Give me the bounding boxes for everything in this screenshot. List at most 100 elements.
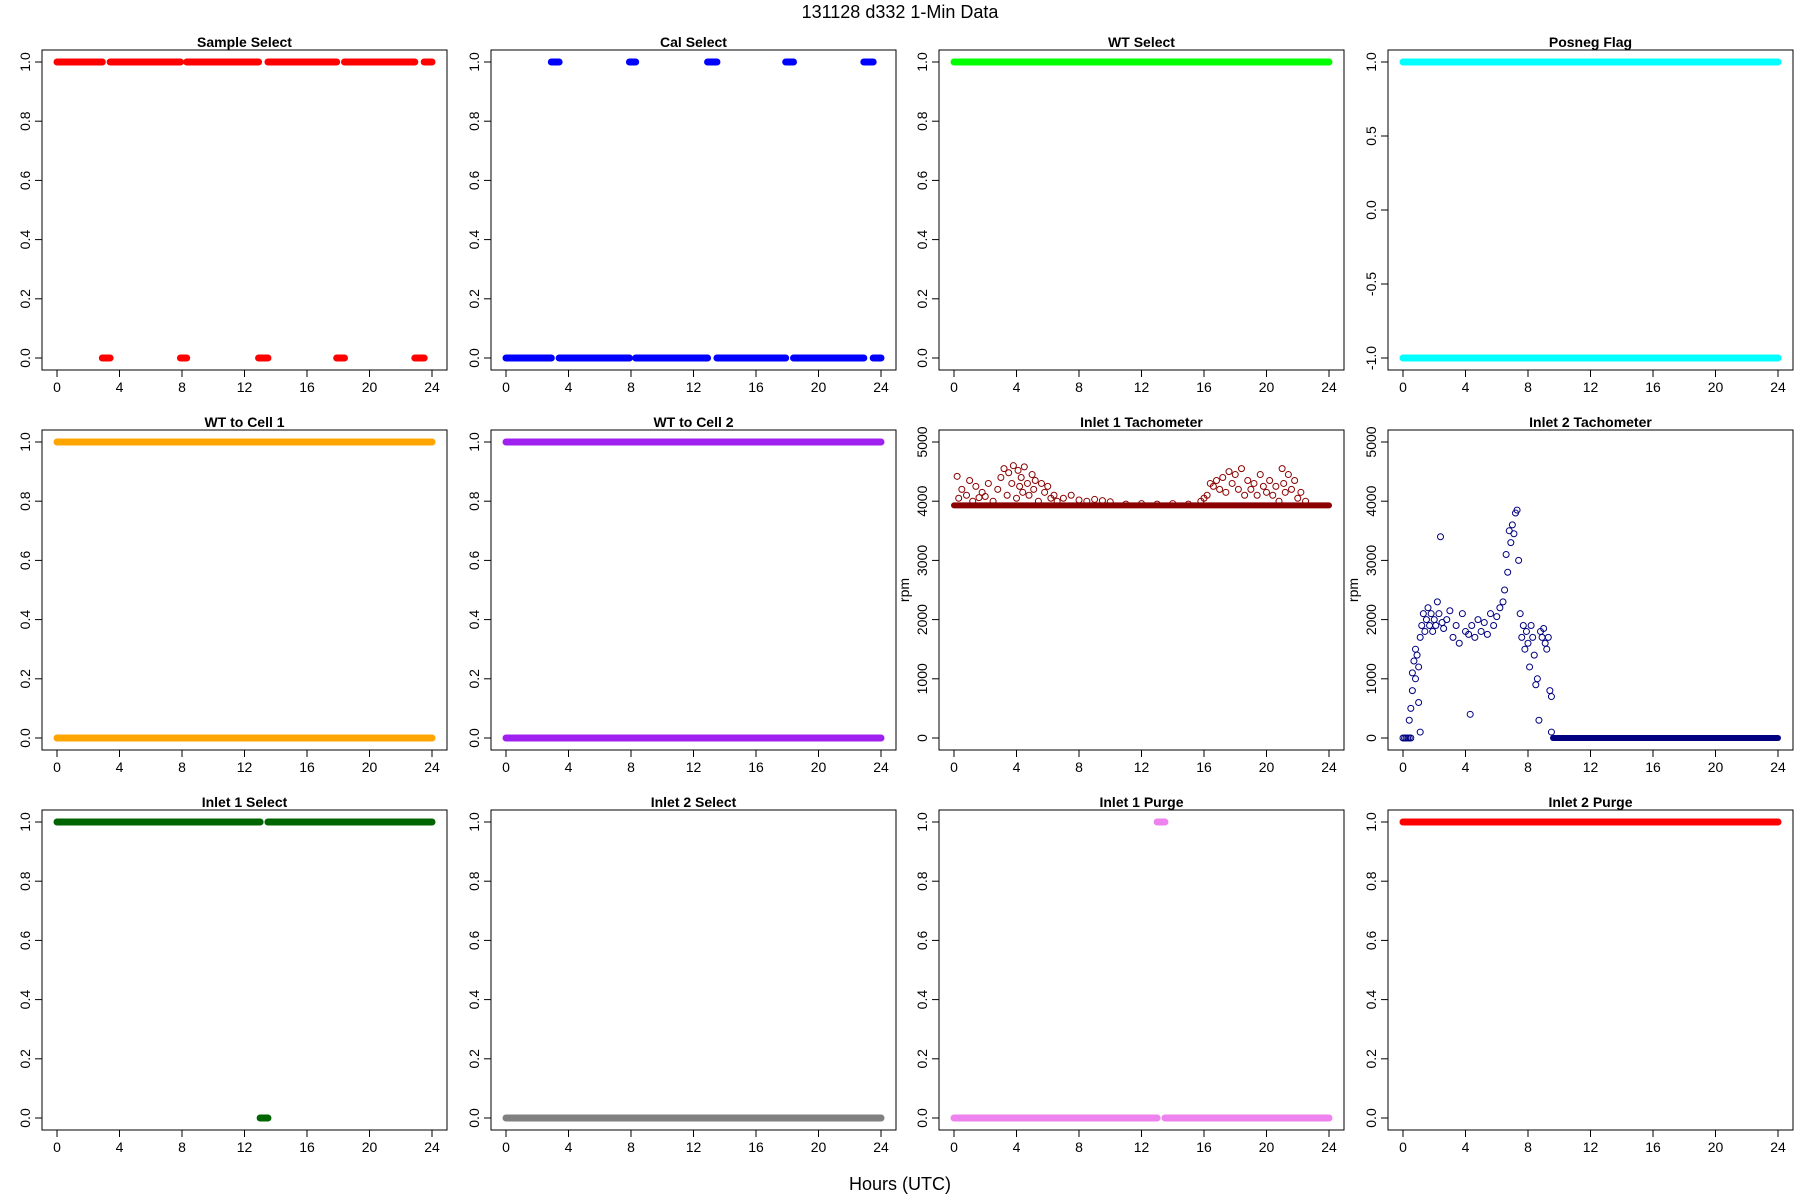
panel-inlet-2-purge-y-tick-label: 0.4 [1363,990,1379,1010]
panel-inlet-1-tachometer-data-point [1225,468,1233,476]
panel-cal-select-y-tick-label: 0.4 [466,230,482,250]
panel-inlet-2-tachometer-data-point [1532,681,1540,689]
panel-inlet-2-tachometer-data-point [1480,619,1488,627]
panel-inlet-1-select-y-tick-label: 0.8 [17,871,33,891]
panel-inlet-2-purge-title: Inlet 2 Purge [1548,794,1632,810]
panel-inlet-1-tachometer-data-point [972,482,980,490]
panel-inlet-2-tachometer-data-point [1474,616,1482,624]
panel-wt-to-cell-1-x-tick-label: 12 [237,759,253,775]
panel-sample-select-x-tick-label: 8 [178,379,186,395]
panel-inlet-1-tachometer-data-point [969,497,977,505]
panel-inlet-2-purge-x-tick-label: 4 [1462,1139,1470,1155]
panel-inlet-2-tachometer-data-point [1430,616,1438,624]
panel-inlet-2-select-y-tick-label: 1.0 [466,812,482,832]
panel-inlet-1-select: Inlet 1 Select 0 4 8 12 16 20 24 0.0 0.2 0.4 0.6 0.8… [17,794,448,1155]
panel-wt-select-y-tick-label: 0.0 [914,348,930,368]
panel-inlet-2-tachometer-x-tick-label: 8 [1524,759,1532,775]
panel-wt-select-frame [938,49,1345,371]
panel-inlet-2-tachometer-data-point [1419,610,1427,618]
panel-inlet-2-select-x-tick-label: 8 [627,1139,635,1155]
panel-cal-select-frame [490,49,897,371]
panel-inlet-1-tachometer-x-tick-label: 16 [1196,759,1212,775]
panel-inlet-1-tachometer-data-point [1222,488,1230,496]
panel-inlet-2-tachometer-data-point [1529,633,1537,641]
panel-posneg-flag-y-tick-label: 0.0 [1363,200,1379,220]
panel-wt-to-cell-2-y-tick-label: 0.2 [466,669,482,689]
panel-wt-select-x-tick-label: 24 [1321,379,1337,395]
panel-inlet-2-tachometer-data-point [1421,627,1429,635]
panel-inlet-1-tachometer-data-point [1247,485,1255,493]
x-axis-label: Hours (UTC) [849,1174,951,1194]
panel-inlet-1-tachometer-data-point [1169,500,1177,508]
panel-wt-select-x-tick-label: 0 [950,379,958,395]
panel-inlet-1-tachometer-x-tick-label: 20 [1259,759,1275,775]
panel-inlet-1-tachometer-data-point [1031,476,1039,484]
panel-inlet-1-tachometer-data-point [1231,471,1239,479]
panel-wt-select-y-tick-label: 1.0 [914,52,930,72]
panel-inlet-1-purge-x-tick-label: 12 [1134,1139,1150,1155]
panel-sample-select-y-tick-label: 0.8 [17,111,33,131]
panel-sample-select-y-tick-label: 0.6 [17,170,33,190]
panel-cal-select-y-tick-label: 0.6 [466,170,482,190]
panel-inlet-1-tachometer-data-point [1203,491,1211,499]
panel-inlet-2-tachometer-data-point [1410,657,1418,665]
panel-inlet-2-tachometer-data-point [1418,622,1426,630]
panel-inlet-1-tachometer-data-point [1241,491,1249,499]
panel-inlet-2-tachometer-data-point [1547,693,1555,701]
panel-inlet-2-tachometer-data-point [1524,639,1532,647]
panel-wt-to-cell-2-y-tick-label: 0.4 [466,610,482,630]
panel-inlet-2-select-x-tick-label: 12 [686,1139,702,1155]
panel-inlet-2-tachometer-data-point [1465,630,1473,638]
panel-inlet-2-purge-y-tick-label: 0.2 [1363,1049,1379,1069]
panel-cal-select-x-tick-label: 0 [502,379,510,395]
panel-inlet-2-tachometer-data-point [1519,622,1527,630]
panel-wt-to-cell-2-frame [490,429,897,751]
panel-inlet-1-tachometer-data-point [1098,497,1106,505]
panel-inlet-2-tachometer-data-point [1446,607,1454,615]
panel-wt-select-title: WT Select [1108,34,1175,50]
panel-sample-select-title: Sample Select [197,34,292,50]
panel-inlet-2-tachometer-data-point [1546,687,1554,695]
panel-inlet-2-tachometer-data-point [1429,627,1437,635]
panel-inlet-1-tachometer-data-point [1000,465,1008,473]
panel-cal-select-title: Cal Select [660,34,727,50]
panel-inlet-2-purge-x-tick-label: 8 [1524,1139,1532,1155]
panel-cal-select-x-tick-label: 20 [811,379,827,395]
panel-inlet-1-tachometer-data-point [1238,465,1245,473]
panel-inlet-2-tachometer-data-point [1424,604,1432,612]
panel-wt-to-cell-1-y-tick-label: 0.6 [17,550,33,570]
panel-inlet-1-tachometer-y-tick-label: 4000 [914,485,930,516]
panel-inlet-1-purge-x-tick-label: 4 [1013,1139,1021,1155]
panel-sample-select-x-tick-label: 4 [116,379,124,395]
panel-wt-to-cell-2: WT to Cell 2 0 4 8 12 16 20 24 0.0 0.2 0.4 0.6 0.8 1.… [466,414,897,775]
panel-inlet-1-tachometer-data-point [1030,485,1038,493]
panel-inlet-1-tachometer-x-tick-label: 8 [1075,759,1083,775]
figure-title: 131128 d332 1-Min Data [802,2,1000,22]
panel-inlet-2-tachometer-data-point [1496,604,1504,612]
panel-cal-select-x-tick-label: 4 [565,379,573,395]
panel-inlet-2-purge-y-tick-label: 0.0 [1363,1108,1379,1128]
panel-inlet-1-tachometer-data-point [1023,479,1031,487]
panel-inlet-1-select-y-tick-label: 0.2 [17,1049,33,1069]
panel-wt-to-cell-1-frame [41,429,448,751]
panel-sample-select-y-tick-label: 1.0 [17,52,33,72]
panel-inlet-1-tachometer-data-point [1050,491,1058,499]
panel-inlet-2-tachometer-data-point [1527,622,1535,630]
panel-inlet-1-select-x-tick-label: 8 [178,1139,186,1155]
panel-inlet-1-tachometer-data-point [1044,482,1052,490]
panel-inlet-2-tachometer-data-point [1477,627,1485,635]
panel-inlet-2-tachometer-data-point [1405,716,1413,724]
panel-inlet-2-tachometer-data-point [1483,630,1491,638]
panel-wt-to-cell-2-x-tick-label: 12 [686,759,702,775]
panel-inlet-1-tachometer-x-tick-label: 24 [1321,759,1337,775]
panel-inlet-1-tachometer-data-point [978,488,986,496]
panel-inlet-1-tachometer-data-point [1083,497,1091,505]
panel-inlet-2-select: Inlet 2 Select 0 4 8 12 16 20 24 0.0 0.2 0.4 0.6 0.8… [466,794,897,1155]
panel-wt-to-cell-2-y-tick-label: 0.8 [466,491,482,511]
panel-inlet-1-tachometer-x-tick-label: 12 [1134,759,1150,775]
panel-wt-select-y-tick-label: 0.6 [914,170,930,190]
panel-inlet-2-select-y-tick-label: 0.6 [466,930,482,950]
panel-inlet-1-tachometer-data-point [1025,491,1033,499]
panel-inlet-2-tachometer-data-point [1416,633,1424,641]
